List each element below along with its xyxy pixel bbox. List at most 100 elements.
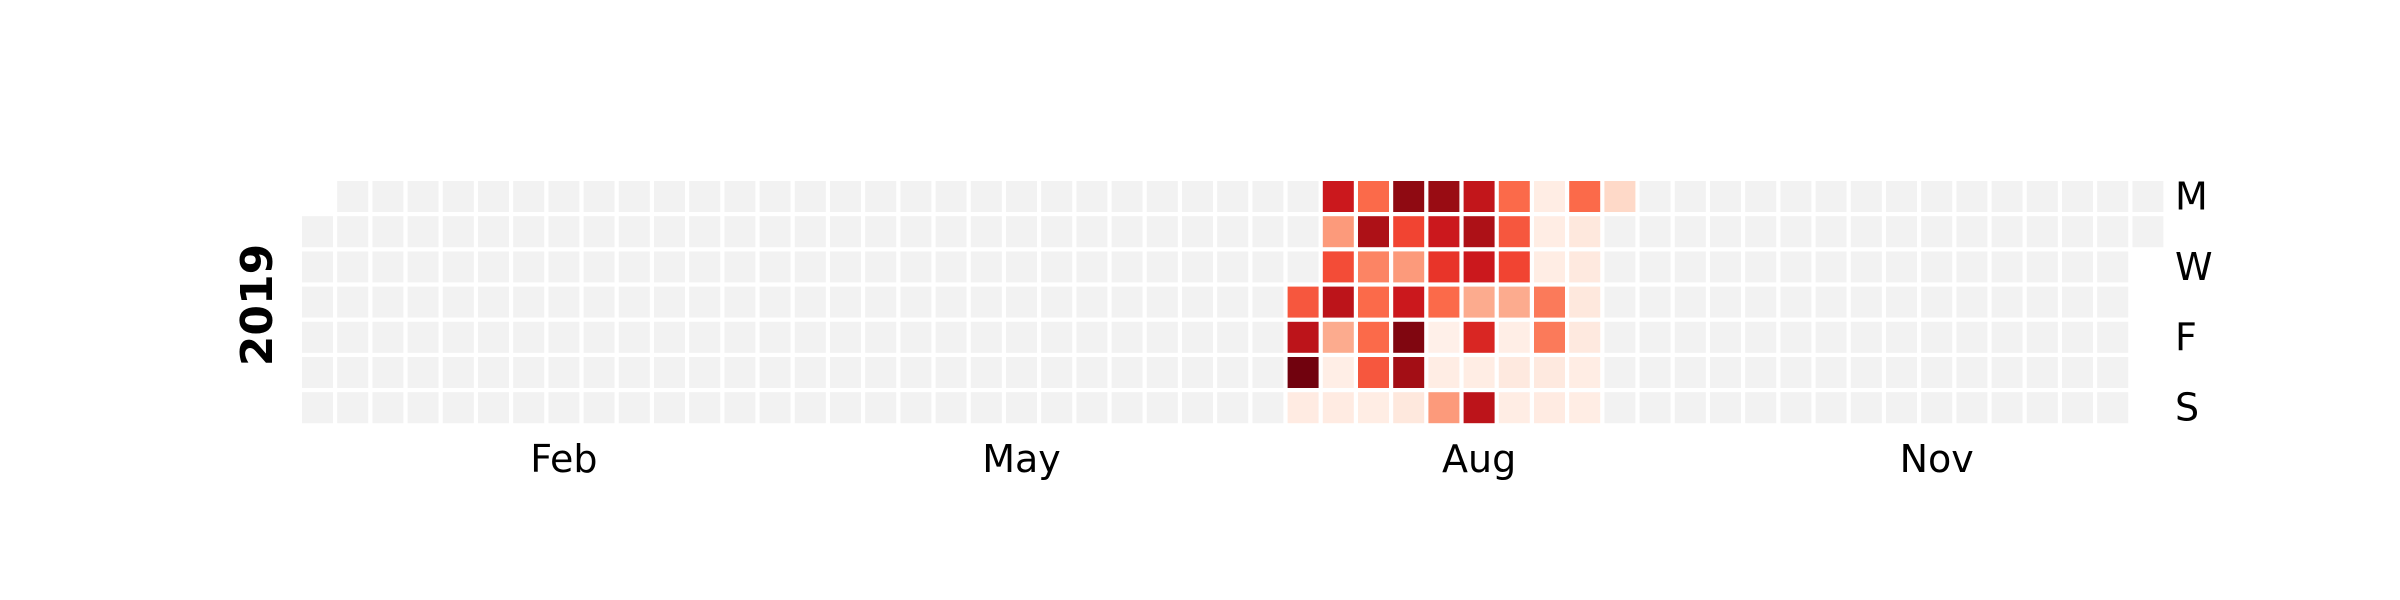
heatmap-cell (1393, 216, 1425, 248)
heatmap-cell (1111, 321, 1143, 353)
heatmap-cell (935, 321, 967, 353)
heatmap-cell (407, 181, 439, 212)
heatmap-cell (1745, 181, 1777, 212)
heatmap-cell (513, 286, 545, 318)
heatmap-cell (1850, 181, 1882, 212)
heatmap-cell (1534, 251, 1565, 283)
heatmap-cell (1569, 321, 1601, 353)
heatmap-cell (1921, 216, 1953, 248)
heatmap-cell (689, 216, 721, 248)
heatmap-cell (970, 357, 1002, 388)
heatmap-cell (583, 357, 615, 388)
heatmap-cell (1287, 357, 1319, 388)
heatmap-cell (935, 181, 967, 212)
heatmap-cell (2097, 251, 2129, 283)
heatmap-cell (442, 392, 474, 424)
heatmap-cell (970, 392, 1002, 424)
heatmap-cell (2026, 216, 2058, 248)
heatmap-cell (618, 181, 650, 212)
heatmap-cell (1463, 321, 1495, 353)
heatmap-cell (1393, 321, 1425, 353)
heatmap-cell (1991, 216, 2023, 248)
heatmap-cell (1850, 392, 1882, 424)
heatmap-cell (689, 357, 721, 388)
heatmap-cell (548, 216, 580, 248)
heatmap-cell (1710, 216, 1741, 248)
heatmap-cell (1182, 392, 1213, 424)
heatmap-cell (1498, 286, 1530, 318)
heatmap-cell (1674, 286, 1706, 318)
heatmap-cell (865, 181, 897, 212)
heatmap-cell (1006, 392, 1037, 424)
heatmap-cell (689, 251, 721, 283)
heatmap-cell (1780, 392, 1812, 424)
heatmap-cell (1886, 286, 1917, 318)
heatmap-cell (2097, 216, 2129, 248)
heatmap-cell (618, 392, 650, 424)
heatmap-cell (478, 321, 509, 353)
heatmap-cell (478, 181, 509, 212)
heatmap-cell (2132, 216, 2164, 248)
heatmap-cell (1604, 251, 1636, 283)
heatmap-cell (478, 286, 509, 318)
heatmap-cell (1463, 392, 1495, 424)
heatmap-cell (337, 216, 369, 248)
heatmap-cell (2026, 251, 2058, 283)
heatmap-cell (1498, 392, 1530, 424)
heatmap-cell (1322, 392, 1354, 424)
heatmap-cell (1710, 357, 1741, 388)
heatmap-cell (1991, 392, 2023, 424)
heatmap-cell (1569, 357, 1601, 388)
heatmap-cell (2026, 357, 2058, 388)
heatmap-cell (1428, 321, 1460, 353)
heatmap-cell (865, 357, 897, 388)
heatmap-cell (1287, 286, 1319, 318)
heatmap-cell (1006, 286, 1037, 318)
heatmap-cell (1182, 357, 1213, 388)
heatmap-cell (2097, 321, 2129, 353)
heatmap-cell (1534, 321, 1565, 353)
heatmap-cell (1815, 321, 1847, 353)
heatmap-cell (935, 216, 967, 248)
heatmap-cell (1956, 181, 1988, 212)
heatmap-cell (1252, 286, 1284, 318)
heatmap-cell (1146, 357, 1178, 388)
heatmap-cell (2097, 181, 2129, 212)
heatmap-cell (1991, 251, 2023, 283)
heatmap-cell (442, 321, 474, 353)
heatmap-cell (1393, 181, 1425, 212)
heatmap-cell (830, 181, 861, 212)
heatmap-cell (1146, 321, 1178, 353)
heatmap-cell (1252, 392, 1284, 424)
heatmap-cell (302, 392, 333, 424)
heatmap-cell (759, 251, 791, 283)
heatmap-cell (1076, 251, 1108, 283)
heatmap-cell (759, 321, 791, 353)
heatmap-cell (618, 321, 650, 353)
heatmap-cell (337, 321, 369, 353)
heatmap-cell (1358, 392, 1389, 424)
heatmap-cell (1393, 357, 1425, 388)
heatmap-cell (1991, 181, 2023, 212)
heatmap-cell (1006, 181, 1037, 212)
heatmap-cell (654, 181, 685, 212)
heatmap-cell (548, 251, 580, 283)
day-label: M (2175, 175, 2208, 219)
heatmap-cell (900, 286, 932, 318)
heatmap-cell (548, 321, 580, 353)
heatmap-cell (970, 251, 1002, 283)
heatmap-cell (1146, 216, 1178, 248)
heatmap-cell (654, 357, 685, 388)
heatmap-cell (830, 251, 861, 283)
heatmap-cell (1956, 357, 1988, 388)
heatmap-cell (1322, 357, 1354, 388)
heatmap-cell (442, 286, 474, 318)
heatmap-cell (794, 357, 826, 388)
heatmap-cell (1815, 251, 1847, 283)
heatmap-cell (583, 251, 615, 283)
heatmap-cell (1358, 286, 1389, 318)
heatmap-cell (1639, 216, 1671, 248)
heatmap-cell (1146, 251, 1178, 283)
heatmap-cell (1006, 321, 1037, 353)
heatmap-cell (1639, 392, 1671, 424)
